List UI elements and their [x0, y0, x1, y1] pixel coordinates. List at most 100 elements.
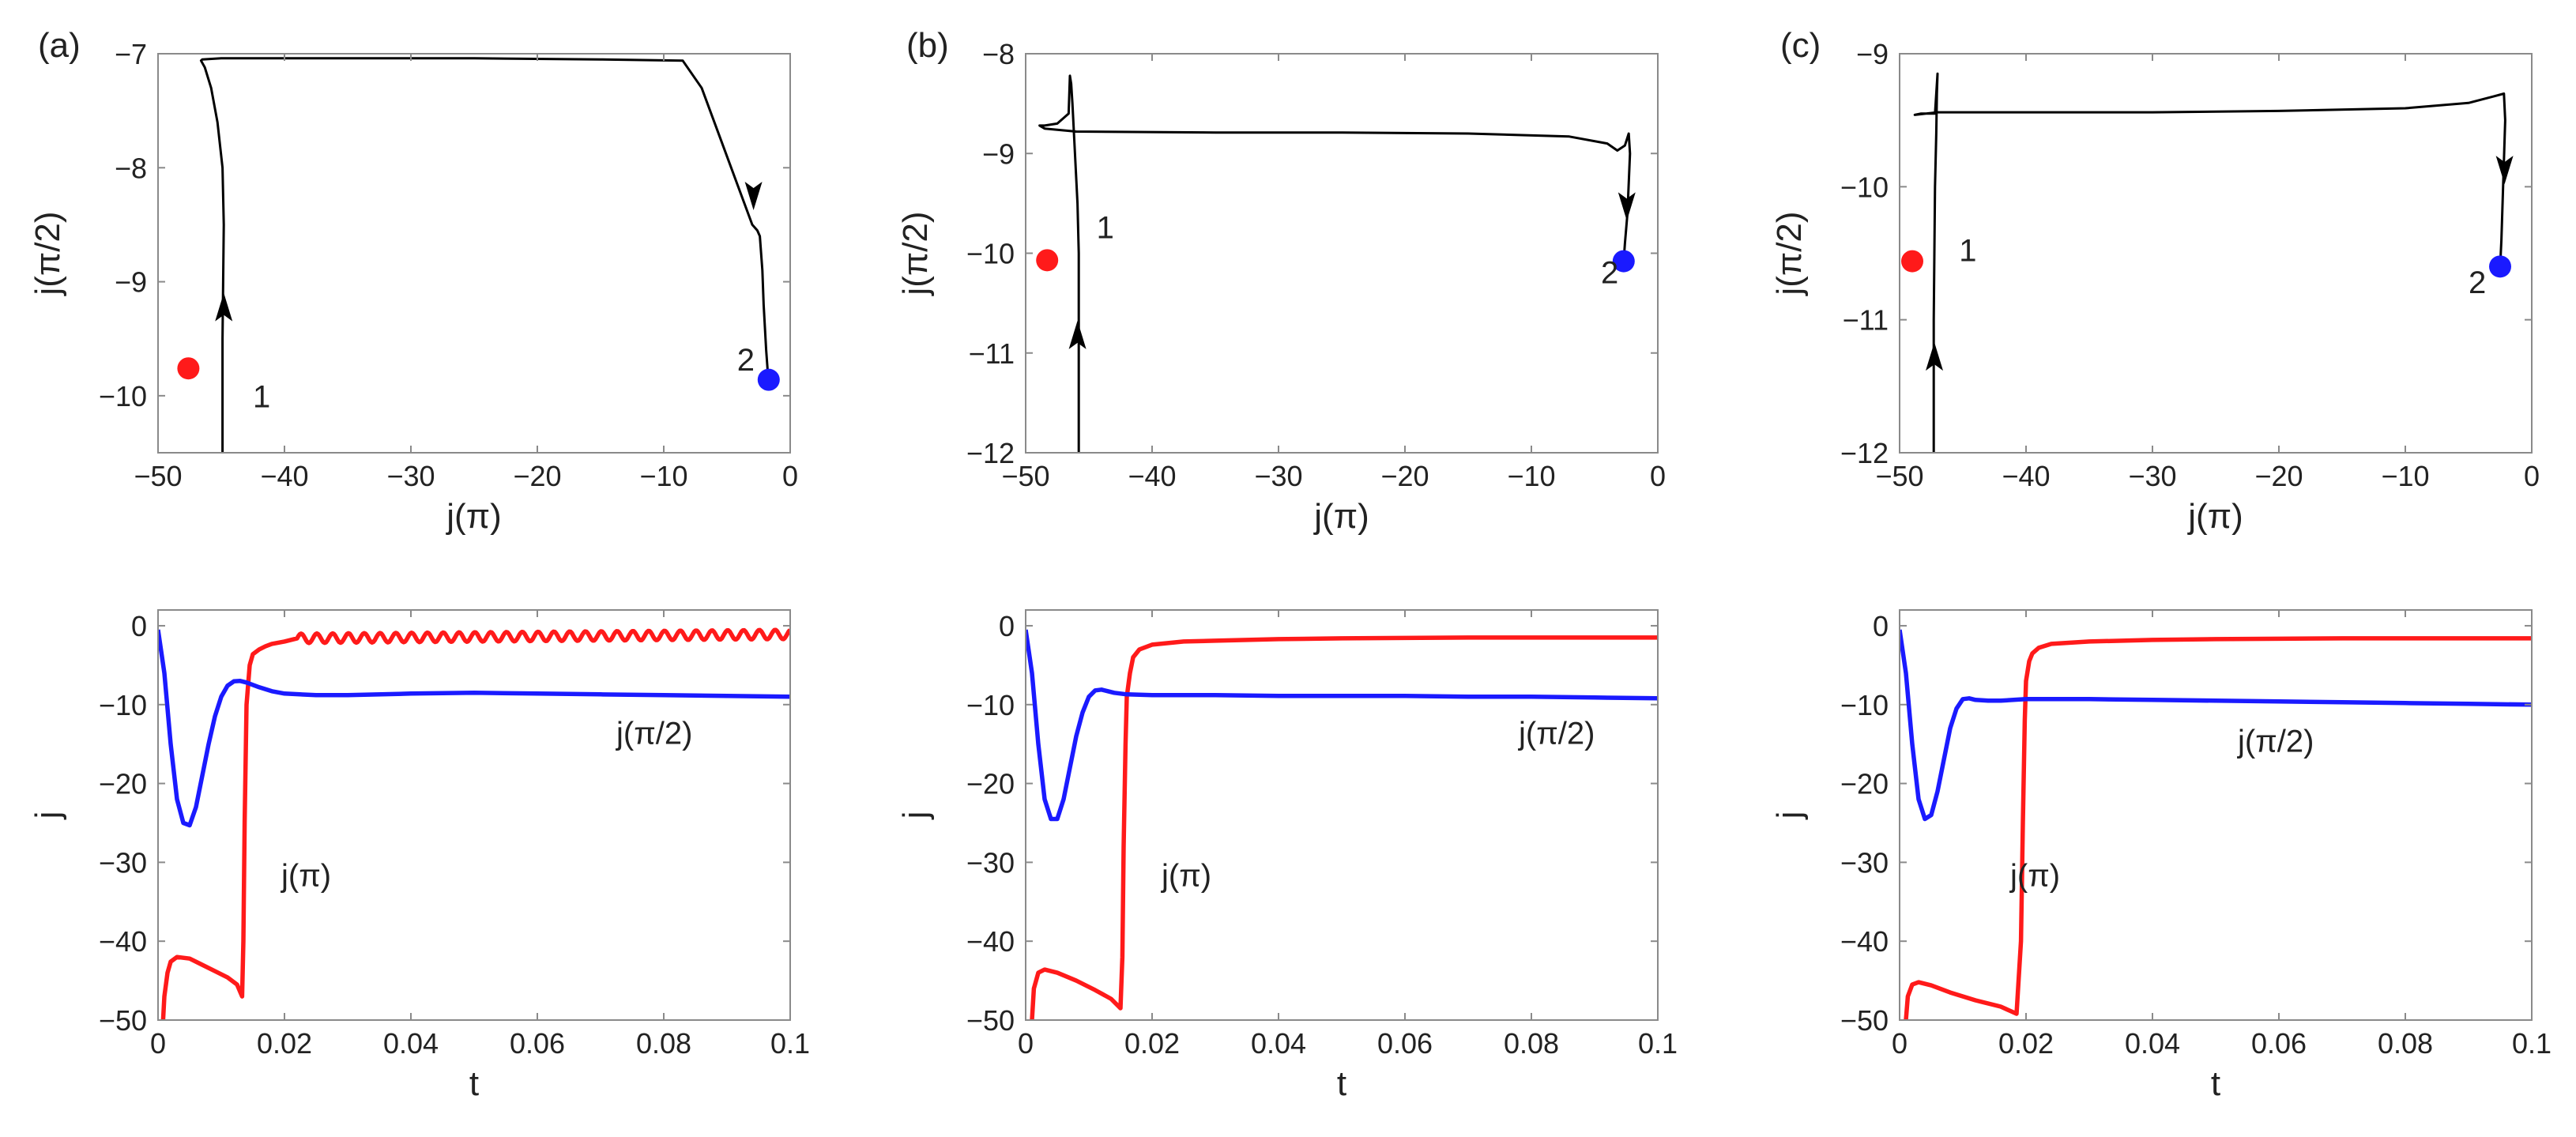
series-line-j-2 [158, 629, 790, 828]
x-tick-label: 0.1 [1638, 1027, 1678, 1060]
phase-plot-c: −50 −40 −30 −20 −10 0 −12 −11 −10 −9 j(π) j(π/2) 1 2 [1770, 38, 2540, 536]
direction-arrow [1068, 320, 1087, 349]
x-tick-label: −30 [386, 460, 435, 492]
x-tick-label: −10 [1507, 460, 1555, 492]
y-tick-label: −9 [115, 266, 147, 299]
x-tick-label: 0 [2524, 460, 2540, 492]
x-tick-label: 0.08 [2378, 1027, 2433, 1060]
series-line-trajectory [1038, 74, 1632, 453]
direction-arrow [1926, 342, 1943, 371]
y-tick-label: −10 [1840, 171, 1889, 203]
annotation-label: 2 [1601, 255, 1618, 290]
axes-frame [157, 53, 791, 454]
y-tick-label: −50 [966, 1004, 1015, 1037]
x-tick-label: 0.1 [770, 1027, 810, 1060]
x-tick-label: 0.04 [1251, 1027, 1306, 1060]
x-tick-label: 0.06 [1377, 1027, 1433, 1060]
x-tick-label: 0.04 [383, 1027, 439, 1060]
y-axis-label: j [896, 811, 935, 821]
plot-area [1026, 629, 1658, 1020]
x-axis-label: j(π) [445, 497, 501, 536]
y-tick-label: −8 [982, 38, 1015, 70]
y-axis-label: j(π/2) [1770, 211, 1809, 296]
time-series-plot-a: 0 0.02 0.04 0.06 0.08 0.1 −50 −40 −30 −20 −10 0 t j j(… [28, 609, 810, 1103]
y-tick-label: −9 [1856, 38, 1889, 70]
x-tick-label: 0.02 [1998, 1027, 2054, 1060]
annotation-label: 1 [253, 379, 270, 414]
initial-point-marker [1901, 250, 1923, 273]
x-tick-label: 0 [782, 460, 798, 492]
y-tick-label: −10 [99, 380, 147, 412]
y-tick-label: −40 [99, 925, 147, 958]
x-axis-label: j(π) [1312, 497, 1369, 536]
y-tick-label: −12 [1840, 437, 1889, 469]
x-tick-label: 0.1 [2512, 1027, 2552, 1060]
annotation-label: j(π) [2009, 858, 2060, 893]
x-tick-label: 0 [150, 1027, 166, 1060]
axes-frame [1899, 53, 2533, 454]
x-tick-label: −40 [260, 460, 308, 492]
y-tick-label: −20 [99, 768, 147, 800]
x-tick-label: −30 [2128, 460, 2176, 492]
y-axis-label: j [1770, 811, 1809, 821]
annotation-label: j(π/2) [616, 717, 692, 751]
x-tick-label: −50 [1875, 460, 1923, 492]
plot-area [1913, 72, 2506, 453]
direction-arrow [215, 292, 233, 322]
y-tick-label: −10 [1840, 689, 1889, 721]
x-tick-label: −20 [2254, 460, 2303, 492]
x-tick-label: −40 [2002, 460, 2050, 492]
x-tick-label: −30 [1254, 460, 1302, 492]
y-tick-label: −20 [966, 768, 1015, 800]
axes-frame [1025, 53, 1659, 454]
x-tick-label: 0.06 [2251, 1027, 2307, 1060]
final-point-marker [2489, 255, 2511, 278]
plot-area [1038, 74, 1632, 453]
x-tick-label: −20 [513, 460, 561, 492]
y-tick-label: 0 [999, 610, 1015, 642]
series-line-trajectory [1913, 72, 2506, 453]
series-line-trajectory [199, 57, 770, 453]
y-tick-label: −30 [99, 846, 147, 879]
direction-arrow [1618, 192, 1636, 221]
x-tick-label: 0 [1892, 1027, 1908, 1060]
x-tick-label: −10 [639, 460, 687, 492]
x-tick-label: 0 [1018, 1027, 1034, 1060]
y-tick-label: −11 [1843, 304, 1889, 337]
direction-arrow [744, 182, 763, 211]
final-point-marker [1612, 250, 1635, 273]
y-tick-label: 0 [1873, 610, 1889, 642]
axes-frame [1899, 609, 2533, 1021]
y-tick-label: −8 [115, 152, 147, 184]
final-point-marker [757, 368, 780, 391]
series-line-j-2 [1026, 629, 1658, 822]
y-tick-label: −11 [969, 337, 1015, 370]
x-axis-label: t [2211, 1064, 2220, 1103]
axes-frame [157, 609, 791, 1021]
series-line-j [1904, 636, 2532, 1020]
x-tick-label: 0.08 [1504, 1027, 1559, 1060]
time-series-plot-b: 0 0.02 0.04 0.06 0.08 0.1 −50 −40 −30 −20 −10 0 t j j(… [896, 609, 1678, 1103]
panel-label-b: (b) [906, 26, 949, 65]
panel-label-a: (a) [38, 26, 81, 65]
x-tick-label: −50 [134, 460, 182, 492]
x-tick-label: 0.08 [636, 1027, 691, 1060]
phase-plot-b: −50 −40 −30 −20 −10 0 −12 −11 −10 −9 −8 j(π) j(π/2) 1… [896, 38, 1666, 536]
y-axis-label: j [28, 811, 67, 821]
y-tick-label: 0 [131, 610, 147, 642]
direction-arrow [2495, 156, 2514, 185]
y-tick-label: −20 [1840, 768, 1889, 800]
y-tick-label: −40 [1840, 925, 1889, 958]
x-tick-label: −10 [2381, 460, 2429, 492]
y-tick-label: −9 [982, 137, 1015, 170]
x-tick-label: −50 [1001, 460, 1049, 492]
y-tick-label: −10 [99, 689, 147, 721]
y-tick-label: −10 [966, 238, 1015, 270]
y-axis-label: j(π/2) [28, 211, 67, 296]
annotation-label: 2 [737, 343, 755, 378]
y-tick-label: −10 [966, 689, 1015, 721]
x-tick-label: 0 [1650, 460, 1666, 492]
y-tick-label: −50 [1840, 1004, 1889, 1037]
x-tick-label: −20 [1380, 460, 1429, 492]
